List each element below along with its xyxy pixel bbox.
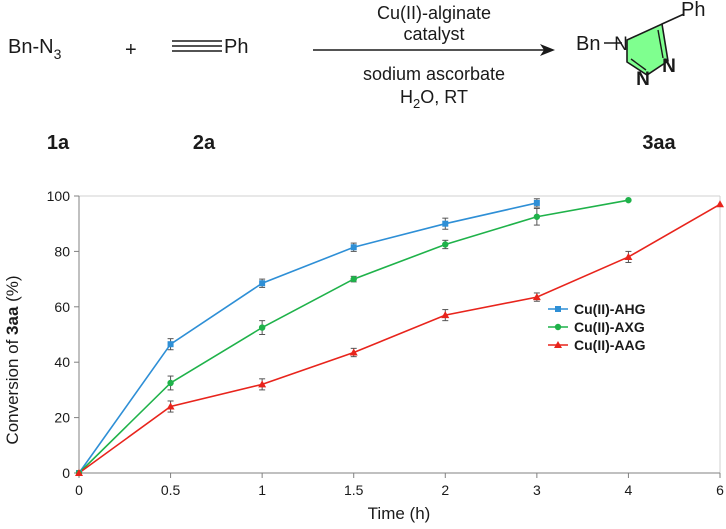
series-line-cu-ii-ahg <box>78 202 538 474</box>
data-point-cu-ii-aag <box>441 311 450 319</box>
data-point-cu-ii-aag <box>532 293 541 301</box>
triazole-product <box>604 13 685 76</box>
y-tick-label: 40 <box>54 354 70 370</box>
data-point-cu-ii-aag <box>166 402 175 410</box>
x-axis-label: Time (h) <box>368 504 431 523</box>
data-point-cu-ii-axg <box>258 324 266 331</box>
data-point-cu-ii-axg <box>625 196 632 204</box>
product-n3: N <box>662 56 676 77</box>
x-tick-label: 2 <box>441 482 449 498</box>
x-tick-label: 1 <box>258 482 266 498</box>
reaction-arrow <box>313 44 555 56</box>
product-n1: N <box>614 34 628 55</box>
condition-catalyst-2: catalyst <box>403 24 464 44</box>
label-2a: 2a <box>193 132 216 154</box>
plus-sign: + <box>125 39 137 61</box>
y-tick-label: 60 <box>54 299 70 315</box>
y-axis-label: Conversion of 3aa (%) <box>3 275 22 444</box>
condition-solvent: H2O, RT <box>400 87 468 111</box>
legend-label-cu-ii-aag: Cu(II)-AAG <box>574 337 646 353</box>
legend: Cu(II)-AHG Cu(II)-AXG Cu(II)-AAG <box>548 301 646 353</box>
data-point-cu-ii-aag <box>258 380 267 388</box>
series-line-cu-ii-axg <box>78 199 629 474</box>
error-bars <box>167 198 632 413</box>
condition-reductant: sodium ascorbate <box>363 64 505 84</box>
data-point-cu-ii-ahg <box>350 244 357 251</box>
legend-marker-cu-ii-axg <box>554 323 562 331</box>
reaction-scheme: Bn-N3 + Ph Cu(II)-alginate catalyst sodi… <box>8 0 705 154</box>
y-tick-label: 0 <box>62 465 70 481</box>
y-tick-label: 20 <box>54 410 70 426</box>
alkyne-triple-bond <box>172 40 222 52</box>
product-ph: Ph <box>681 0 705 21</box>
data-point-cu-ii-aag <box>716 200 724 208</box>
data-point-cu-ii-ahg <box>259 280 266 287</box>
legend-label-cu-ii-ahg: Cu(II)-AHG <box>574 301 646 317</box>
reactant-2-ph: Ph <box>224 36 248 58</box>
series-line-cu-ii-aag <box>78 203 721 474</box>
product-bn: Bn <box>576 33 600 55</box>
data-point-cu-ii-axg <box>167 379 174 387</box>
data-point-cu-ii-aag <box>349 348 358 356</box>
label-3aa: 3aa <box>642 132 676 154</box>
x-tick-label: 4 <box>625 482 633 498</box>
reactant-1: Bn-N3 <box>8 36 62 62</box>
data-point-cu-ii-ahg <box>442 220 449 227</box>
x-tick-label: 1.5 <box>344 482 364 498</box>
data-point-cu-ii-ahg <box>167 341 174 348</box>
data-point-cu-ii-ahg <box>533 199 540 206</box>
data-point-cu-ii-axg <box>350 275 357 283</box>
y-tick-label: 80 <box>54 243 70 259</box>
x-tick-label: 3 <box>533 482 541 498</box>
x-tick-label: 0.5 <box>161 482 181 498</box>
label-1a: 1a <box>47 132 70 154</box>
y-tick-label: 100 <box>47 188 71 204</box>
data-point-cu-ii-aag <box>624 252 633 260</box>
legend-marker-cu-ii-aag <box>554 341 562 348</box>
legend-label-cu-ii-axg: Cu(II)-AXG <box>574 319 645 335</box>
x-tick-label: 0 <box>75 482 83 498</box>
product-n2: N <box>636 69 650 90</box>
series-markers <box>75 196 724 477</box>
x-tick-label: 6 <box>716 482 724 498</box>
chart-axes: 0 20 40 60 80 100 0 0.5 1 1.5 2 3 4 6 <box>47 188 724 498</box>
data-point-cu-ii-aag <box>75 469 83 476</box>
data-point-cu-ii-axg <box>442 241 449 248</box>
legend-marker-cu-ii-ahg <box>555 306 561 312</box>
condition-catalyst-1: Cu(II)-alginate <box>377 3 491 23</box>
data-point-cu-ii-axg <box>533 213 541 220</box>
